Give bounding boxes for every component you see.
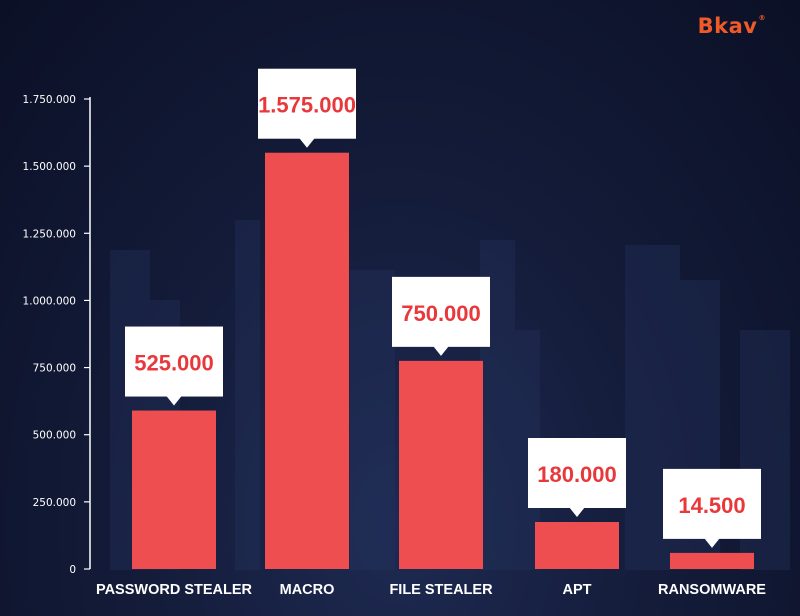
callout-box <box>125 326 223 397</box>
data-label: 750.000 <box>401 301 481 326</box>
data-label: 14.500 <box>678 493 745 518</box>
callout-pointer <box>569 507 585 517</box>
y-tick-label: 750.000 <box>33 363 76 375</box>
callout-pointer <box>166 395 182 406</box>
data-label: 1.575.000 <box>258 93 356 118</box>
data-label: 180.000 <box>537 462 617 487</box>
callout-box <box>258 68 356 139</box>
data-label-callout: 525.000 <box>125 326 223 406</box>
data-label-callout: 750.000 <box>392 276 490 356</box>
x-category-label: MACRO <box>280 582 335 598</box>
data-label-callout: 14.500 <box>663 468 761 548</box>
callout-pointer <box>433 345 449 356</box>
x-category-label: RANSOMWARE <box>658 582 766 598</box>
callout-pointer <box>704 537 720 548</box>
bar <box>535 522 619 569</box>
bar <box>670 552 754 569</box>
y-tick-label: 1.750.000 <box>23 94 76 106</box>
y-tick-label: 1.500.000 <box>23 161 76 173</box>
registered-mark: ® <box>758 14 766 22</box>
callout-box <box>663 468 761 539</box>
bar <box>132 410 216 569</box>
bkav-logo: Bkav® <box>698 14 766 38</box>
y-tick-label: 250.000 <box>33 497 76 509</box>
data-label: 525.000 <box>134 351 214 376</box>
bar <box>265 152 349 569</box>
callout-box <box>528 438 626 508</box>
data-label-callout: 180.000 <box>528 438 626 517</box>
x-category-label: FILE STEALER <box>389 582 493 598</box>
callout-pointer <box>299 137 315 148</box>
data-label-callouts: 525.000 1.575.000 750.000 180.000 14.500 <box>125 68 761 548</box>
x-axis-labels: PASSWORD STEALER MACRO FILE STEALER APT RANS… <box>96 582 766 598</box>
logo-text: Bkav <box>697 14 758 38</box>
x-category-label: APT <box>563 582 592 598</box>
y-axis: 0 250.000 500.000 750.000 1.000.000 1.250.000… <box>23 94 91 576</box>
y-tick-label: 500.000 <box>33 430 76 442</box>
y-tick-label: 1.250.000 <box>23 228 76 240</box>
y-tick-label: 0 <box>69 564 76 576</box>
x-category-label: PASSWORD STEALER <box>96 582 253 598</box>
bar <box>399 360 483 569</box>
callout-box <box>392 276 490 347</box>
bars <box>132 152 754 569</box>
y-tick-label: 1.000.000 <box>23 295 76 307</box>
data-label-callout: 1.575.000 <box>258 68 356 148</box>
